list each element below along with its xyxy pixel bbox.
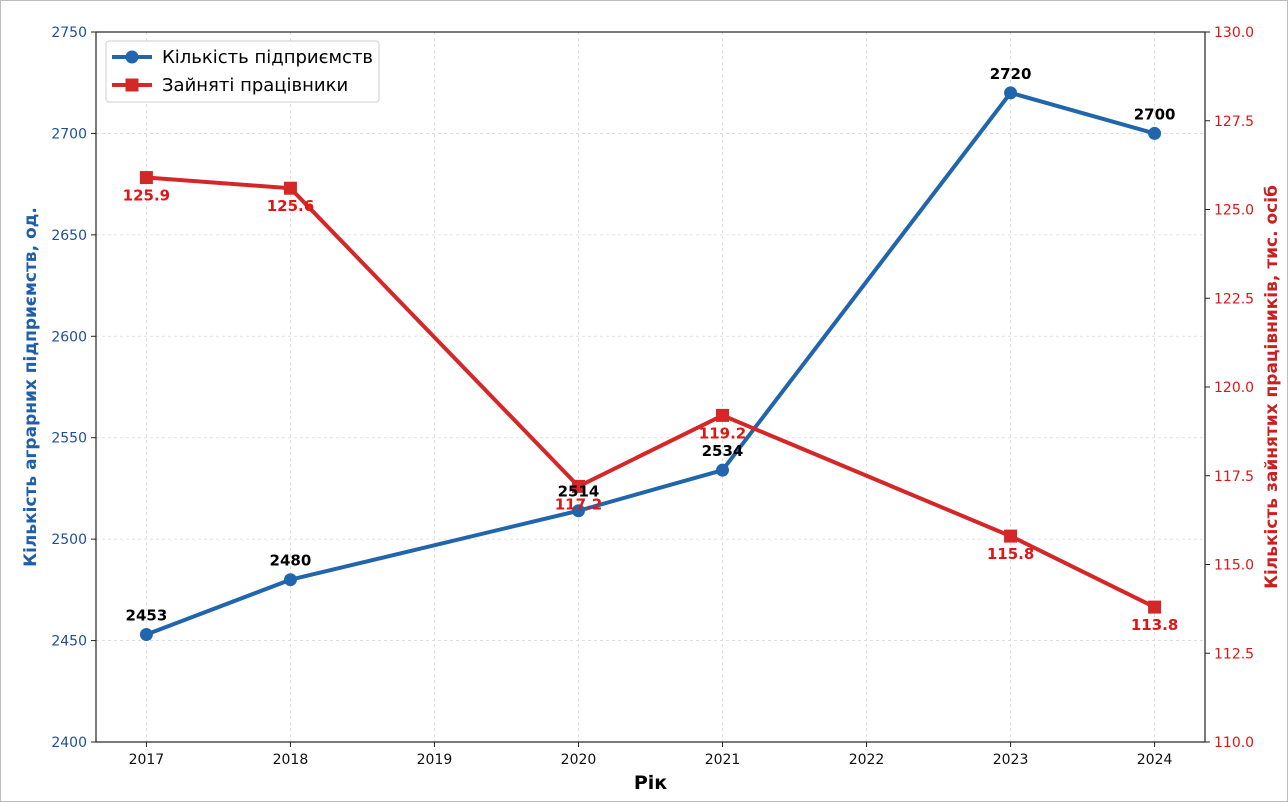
right-tick-label: 125.0	[1214, 203, 1254, 219]
series-layer	[139, 86, 1162, 641]
left-tick-label: 2550	[51, 431, 87, 447]
left-tick-label: 2750	[51, 25, 87, 41]
series-2-data-label: 119.2	[699, 424, 746, 442]
series-2-point	[1148, 600, 1162, 614]
left-tick-label: 2600	[51, 329, 87, 345]
legend-box	[105, 40, 380, 103]
x-axis-title: Рік	[634, 772, 667, 794]
right-tick-label: 122.5	[1214, 291, 1254, 307]
series-2-data-label: 113.8	[1131, 616, 1178, 634]
series-2-data-label: 125.9	[123, 187, 170, 205]
series-2-point	[571, 479, 585, 493]
series-1-point	[139, 627, 153, 641]
series-line-1	[144, 90, 1157, 637]
x-tick-label: 2017	[129, 752, 165, 768]
series-1-data-label: 2720	[990, 65, 1032, 83]
series-2-point	[139, 171, 153, 185]
series-1-data-label: 2453	[126, 606, 168, 624]
series-1-data-label: 2480	[270, 552, 312, 570]
x-tick-label: 2019	[417, 752, 453, 768]
series-1-point	[283, 573, 297, 587]
x-tick-label: 2021	[705, 752, 741, 768]
left-tick-label: 2450	[51, 634, 87, 650]
right-y-axis-title: Кількість зайнятих працівників, тис. осі…	[1262, 185, 1282, 589]
x-tick-label: 2020	[561, 752, 597, 768]
series-2-data-label: 115.8	[987, 545, 1034, 563]
right-tick-label: 110.0	[1214, 735, 1254, 751]
legend-swatch-marker	[125, 78, 139, 92]
right-tick-label: 115.0	[1214, 558, 1254, 574]
right-y-axis: 110.0 112.5 115.0 117.5 120.0 122.5 125.0 127.5…	[1205, 25, 1254, 751]
x-tick-label: 2022	[849, 752, 885, 768]
left-tick-label: 2650	[51, 228, 87, 244]
series-line-2	[144, 175, 1157, 610]
x-axis: 2017 2018 2019 2020 2021 2022 2023 2024	[129, 742, 1173, 768]
data-labels: 2453 2480 2514 2534 2720 2700 125.9 125.6 117.2 1…	[123, 65, 1179, 634]
left-y-axis-title: Кількість аграрних підприємств, од.	[21, 207, 41, 567]
legend-label: Кількість підприємств	[162, 47, 373, 68]
series-1-data-label: 2514	[558, 483, 600, 501]
left-tick-label: 2400	[51, 735, 87, 751]
right-tick-label: 112.5	[1214, 646, 1254, 662]
series-2-data-label: 125.6	[267, 197, 314, 215]
left-y-axis: 2400 2450 2500 2550 2600 2650 2700 2750	[51, 25, 96, 751]
series-1-data-label: 2700	[1134, 105, 1176, 123]
series-1-point	[1148, 126, 1162, 140]
series-1-point	[1004, 86, 1018, 100]
right-tick-label: 130.0	[1214, 25, 1254, 41]
x-tick-label: 2024	[1137, 752, 1173, 768]
x-tick-label: 2023	[993, 752, 1029, 768]
legend: Кількість підприємств Зайняті працівники	[105, 40, 380, 103]
right-tick-label: 120.0	[1214, 380, 1254, 396]
series-2-point	[1004, 529, 1018, 543]
series-1-data-label: 2534	[702, 442, 744, 460]
series-2-point	[283, 181, 297, 195]
x-tick-label: 2018	[273, 752, 309, 768]
legend-swatch-marker	[125, 50, 139, 64]
series-2-point	[716, 408, 730, 422]
series-1-point	[716, 463, 730, 477]
series-2-data-label: 117.2	[555, 495, 602, 513]
right-tick-label: 127.5	[1214, 114, 1254, 130]
right-tick-label: 117.5	[1214, 469, 1254, 485]
legend-label: Зайняті працівники	[162, 75, 348, 96]
series-1-point	[571, 504, 585, 518]
left-tick-label: 2700	[51, 126, 87, 142]
left-tick-label: 2500	[51, 532, 87, 548]
